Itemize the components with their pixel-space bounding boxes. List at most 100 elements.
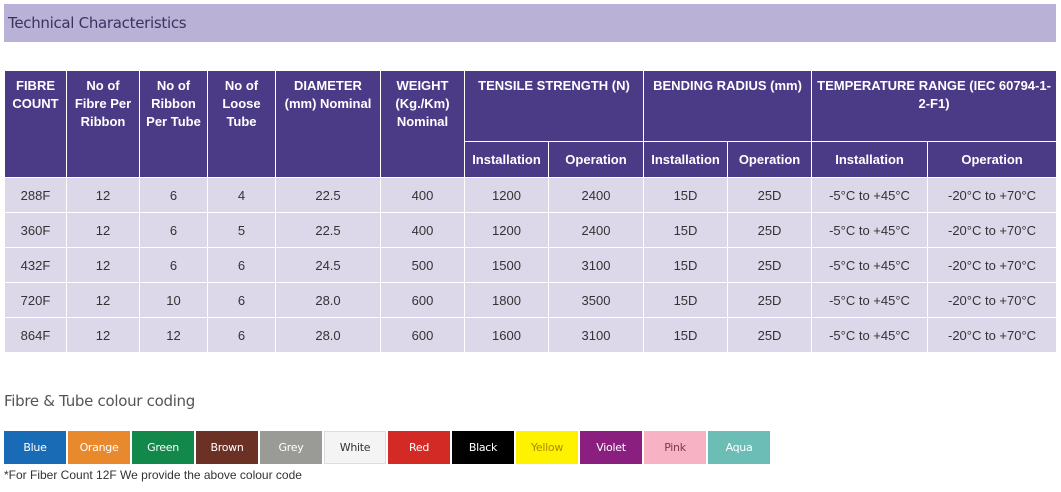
- table-row: 288F 12 6 4 22.5 400 1200 2400 15D 25D -5°C to +45…: [4, 177, 1058, 213]
- table-cell: 25D: [727, 282, 813, 318]
- table-cell: 6: [139, 177, 208, 213]
- table-cell: 15D: [643, 177, 729, 213]
- table-cell: -5°C to +45°C: [811, 282, 929, 318]
- table-cell: 864F: [4, 317, 67, 353]
- table-row: 432F 12 6 6 24.5 500 1500 3100 15D 25D -5°C to +45…: [4, 247, 1058, 283]
- subheader-bending-installation: Installation: [643, 141, 729, 178]
- subheader-bending-operation: Operation: [727, 141, 813, 178]
- table-cell: 3100: [547, 317, 645, 353]
- table-cell: 15D: [643, 317, 729, 353]
- colour-swatch-yellow: Yellow: [516, 431, 578, 464]
- table-header-row: FIBRE COUNT No of Fibre Per Ribbon No of…: [4, 70, 1058, 178]
- table-cell: 600: [380, 317, 465, 353]
- table-cell: 12: [66, 317, 140, 353]
- colour-swatch-white: White: [324, 431, 386, 464]
- table-cell: 25D: [727, 247, 813, 283]
- table-cell: 1200: [464, 212, 549, 248]
- table-cell: 25D: [727, 317, 813, 353]
- header-fibre-per-ribbon: No of Fibre Per Ribbon: [66, 70, 140, 178]
- table-cell: 25D: [727, 177, 813, 213]
- subheader-tensile-operation: Operation: [547, 141, 645, 178]
- table-cell: 288F: [4, 177, 67, 213]
- table-cell: 12: [66, 282, 140, 318]
- table-cell: -5°C to +45°C: [811, 177, 929, 213]
- header-temperature-range: TEMPERATURE RANGE (IEC 60794-1-2-F1): [811, 70, 1058, 142]
- table-row: 360F 12 6 5 22.5 400 1200 2400 15D 25D -5°C to +45…: [4, 212, 1058, 248]
- header-weight: WEIGHT (Kg./Km) Nominal: [380, 70, 465, 178]
- table-body: 288F 12 6 4 22.5 400 1200 2400 15D 25D -5°C to +45…: [4, 177, 1058, 353]
- table-cell: 600: [380, 282, 465, 318]
- colour-swatch-violet: Violet: [580, 431, 642, 464]
- header-diameter: DIAMETER (mm) Nominal: [275, 70, 381, 178]
- colour-swatch-green: Green: [132, 431, 194, 464]
- table-cell: 3500: [547, 282, 645, 318]
- header-ribbon-per-tube: No of Ribbon Per Tube: [139, 70, 208, 178]
- table-row: 720F 12 10 6 28.0 600 1800 3500 15D 25D -5°C to +4…: [4, 282, 1058, 318]
- table-cell: 6: [139, 247, 208, 283]
- subheader-tensile-installation: Installation: [464, 141, 549, 178]
- table-cell: 28.0: [275, 317, 381, 353]
- colour-swatch-brown: Brown: [196, 431, 258, 464]
- table-cell: 1500: [464, 247, 549, 283]
- table-cell: 4: [207, 177, 276, 213]
- subheader-temperature-operation: Operation: [927, 141, 1058, 178]
- table-cell: 1600: [464, 317, 549, 353]
- table-cell: -5°C to +45°C: [811, 317, 929, 353]
- table-cell: 15D: [643, 212, 729, 248]
- colour-swatch-aqua: Aqua: [708, 431, 770, 464]
- table-cell: 6: [207, 282, 276, 318]
- table-cell: 28.0: [275, 282, 381, 318]
- table-cell: -20°C to +70°C: [927, 212, 1058, 248]
- table-cell: -20°C to +70°C: [927, 177, 1058, 213]
- table-cell: 15D: [643, 247, 729, 283]
- table-cell: 2400: [547, 212, 645, 248]
- table-subheader-row: Installation Operation Installation Oper…: [5, 141, 1058, 178]
- colour-swatch-pink: Pink: [644, 431, 706, 464]
- technical-characteristics-table: FIBRE COUNT No of Fibre Per Ribbon No of…: [4, 70, 1058, 353]
- colour-swatch-orange: Orange: [68, 431, 130, 464]
- table-cell: 1800: [464, 282, 549, 318]
- table-cell: 432F: [4, 247, 67, 283]
- header-tensile-strength: TENSILE STRENGTH (N): [463, 70, 645, 142]
- table-cell: 22.5: [275, 212, 381, 248]
- section-title: Technical Characteristics: [8, 14, 187, 32]
- table-cell: 720F: [4, 282, 67, 318]
- table-cell: 22.5: [275, 177, 381, 213]
- table-cell: -20°C to +70°C: [927, 282, 1058, 318]
- colour-swatch-red: Red: [388, 431, 450, 464]
- colour-coding-footnote: *For Fiber Count 12F We provide the abov…: [4, 468, 302, 482]
- table-cell: 6: [207, 317, 276, 353]
- colour-coding-title: Fibre & Tube colour coding: [4, 392, 195, 410]
- table-cell: 1200: [464, 177, 549, 213]
- table-cell: 12: [66, 212, 140, 248]
- table-cell: 360F: [4, 212, 67, 248]
- table-cell: -20°C to +70°C: [927, 247, 1058, 283]
- table-cell: 12: [66, 247, 140, 283]
- table-cell: 12: [66, 177, 140, 213]
- header-bending-radius: BENDING RADIUS (mm): [643, 70, 813, 142]
- table-cell: -5°C to +45°C: [811, 212, 929, 248]
- table-cell: 500: [380, 247, 465, 283]
- colour-swatch-blue: Blue: [4, 431, 66, 464]
- table-cell: 3100: [547, 247, 645, 283]
- table-cell: -5°C to +45°C: [811, 247, 929, 283]
- table-row: 864F 12 12 6 28.0 600 1600 3100 15D 25D -5°C to +4…: [4, 317, 1058, 353]
- header-loose-tube: No of Loose Tube: [207, 70, 276, 178]
- table-cell: 10: [139, 282, 208, 318]
- section-title-bar: Technical Characteristics: [4, 4, 1056, 42]
- table-cell: 400: [380, 212, 465, 248]
- table-cell: 15D: [643, 282, 729, 318]
- header-fibre-count: FIBRE COUNT: [4, 70, 67, 178]
- table-cell: 6: [139, 212, 208, 248]
- table-cell: 24.5: [275, 247, 381, 283]
- table-cell: 5: [207, 212, 276, 248]
- subheader-temperature-installation: Installation: [811, 141, 929, 178]
- colour-swatch-grey: Grey: [260, 431, 322, 464]
- colour-swatch-row: Blue Orange Green Brown Grey White Red Black Yel…: [4, 431, 770, 464]
- table-cell: 6: [207, 247, 276, 283]
- table-cell: 400: [380, 177, 465, 213]
- colour-swatch-black: Black: [452, 431, 514, 464]
- table-cell: 25D: [727, 212, 813, 248]
- table-cell: 12: [139, 317, 208, 353]
- table-cell: -20°C to +70°C: [927, 317, 1058, 353]
